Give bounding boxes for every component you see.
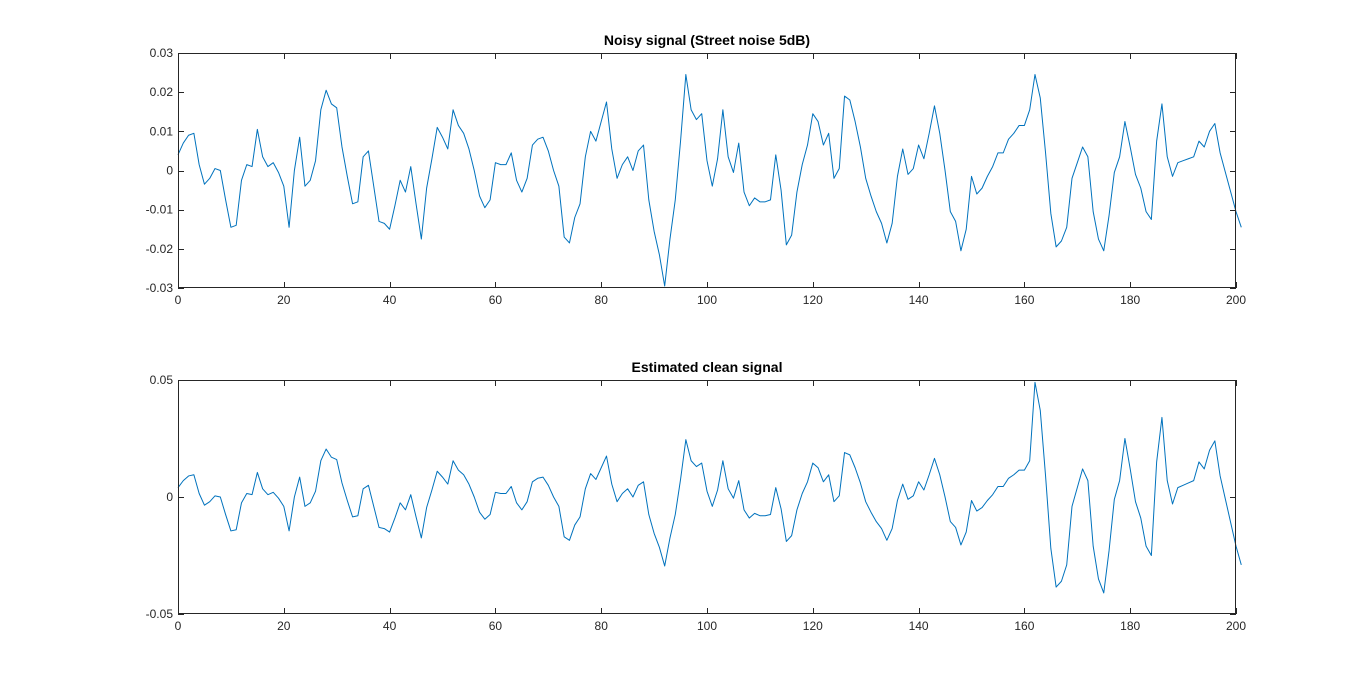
plot-area bbox=[178, 380, 1236, 614]
y-tick-label: -0.03 bbox=[146, 281, 174, 295]
x-tick-label: 40 bbox=[383, 619, 397, 633]
chart-title: Noisy signal (Street noise 5dB) bbox=[604, 32, 810, 48]
y-tick-label: 0.01 bbox=[150, 124, 174, 138]
x-tick-label: 80 bbox=[595, 293, 609, 307]
x-tick-label: 140 bbox=[909, 293, 929, 307]
x-tick-label: 60 bbox=[489, 293, 503, 307]
plot-area bbox=[178, 53, 1236, 288]
y-tick-label: 0 bbox=[166, 164, 173, 178]
y-tick-label: -0.01 bbox=[146, 203, 174, 217]
x-tick-label: 200 bbox=[1226, 619, 1246, 633]
x-tick-label: 160 bbox=[1014, 293, 1034, 307]
series-line-1 bbox=[177, 74, 1242, 287]
x-tick-label: 140 bbox=[909, 619, 929, 633]
x-tick-label: 200 bbox=[1226, 293, 1246, 307]
subplot-2: 0 20 40 60 80 100 120 140 160 180 200-0.0500.05Est… bbox=[146, 359, 1247, 633]
y-tick-label: -0.02 bbox=[146, 242, 174, 256]
x-tick-label: 180 bbox=[1120, 293, 1140, 307]
x-tick-label: 20 bbox=[277, 619, 291, 633]
y-tick-label: 0.02 bbox=[150, 85, 174, 99]
y-tick-label: 0 bbox=[166, 490, 173, 504]
chart-title: Estimated clean signal bbox=[632, 359, 783, 375]
x-tick-label: 100 bbox=[697, 293, 717, 307]
series-line-1 bbox=[177, 381, 1242, 594]
x-tick-label: 80 bbox=[595, 619, 609, 633]
y-tick-label: -0.05 bbox=[146, 607, 174, 621]
x-tick-label: 120 bbox=[803, 619, 823, 633]
x-tick-label: 40 bbox=[383, 293, 397, 307]
y-tick-label: 0.05 bbox=[150, 373, 174, 387]
x-tick-label: 0 bbox=[175, 293, 182, 307]
x-tick-label: 60 bbox=[489, 619, 503, 633]
subplot-1: 0 20 40 60 80 100 120 140 160 180 200 -0.03 -0.02 -0.… bbox=[146, 32, 1247, 307]
x-tick-label: 0 bbox=[175, 619, 182, 633]
y-tick-label: 0.03 bbox=[150, 46, 174, 60]
x-tick-label: 20 bbox=[277, 293, 291, 307]
x-tick-label: 120 bbox=[803, 293, 823, 307]
x-tick-label: 160 bbox=[1014, 619, 1034, 633]
x-tick-label: 180 bbox=[1120, 619, 1140, 633]
x-tick-label: 100 bbox=[697, 619, 717, 633]
